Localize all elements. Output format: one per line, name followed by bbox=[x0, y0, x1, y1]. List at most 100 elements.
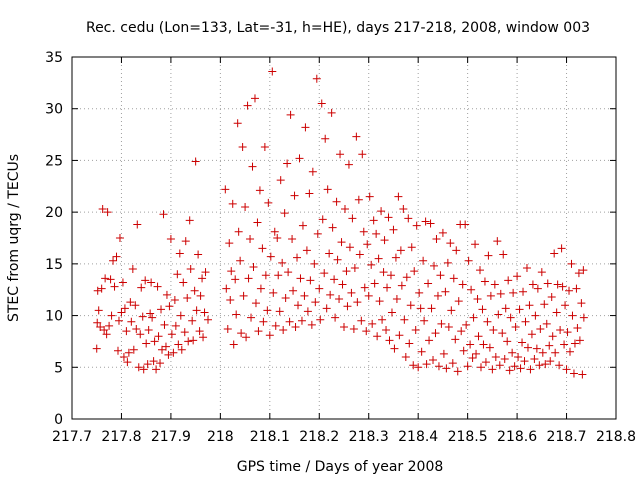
data-point bbox=[238, 142, 247, 151]
data-point bbox=[199, 333, 208, 342]
data-point bbox=[404, 214, 413, 223]
data-point bbox=[509, 288, 518, 297]
data-point bbox=[147, 278, 156, 287]
data-point bbox=[568, 311, 577, 320]
data-point bbox=[200, 308, 209, 317]
data-point bbox=[349, 325, 358, 334]
data-point bbox=[462, 320, 471, 329]
data-point bbox=[345, 243, 354, 252]
data-point bbox=[169, 348, 178, 357]
data-point bbox=[128, 265, 137, 274]
data-point bbox=[556, 326, 565, 335]
data-point bbox=[295, 154, 304, 163]
data-point bbox=[433, 291, 442, 300]
data-point bbox=[426, 219, 435, 228]
data-point bbox=[431, 329, 440, 338]
x-tick-label: 218.8 bbox=[596, 429, 636, 445]
data-point bbox=[344, 160, 353, 169]
data-point bbox=[173, 270, 182, 279]
data-point bbox=[161, 342, 170, 351]
data-point bbox=[558, 282, 567, 291]
data-point bbox=[289, 286, 298, 295]
data-point bbox=[567, 259, 576, 268]
data-point bbox=[175, 249, 184, 258]
data-point bbox=[115, 234, 124, 242]
data-point bbox=[468, 353, 477, 362]
data-point bbox=[196, 291, 205, 300]
data-point bbox=[315, 284, 324, 293]
data-point bbox=[335, 295, 344, 304]
data-point bbox=[458, 280, 467, 289]
data-point bbox=[284, 268, 293, 277]
data-point bbox=[369, 216, 378, 225]
data-point bbox=[327, 108, 336, 117]
data-point bbox=[171, 321, 180, 330]
data-point bbox=[432, 235, 441, 244]
data-point bbox=[264, 198, 273, 207]
data-point bbox=[146, 309, 155, 318]
data-point bbox=[383, 283, 392, 292]
data-point bbox=[144, 326, 153, 335]
data-point bbox=[444, 322, 453, 331]
data-point bbox=[353, 298, 362, 307]
data-point bbox=[379, 268, 388, 277]
data-point bbox=[271, 321, 280, 330]
data-point bbox=[471, 240, 480, 249]
data-point bbox=[336, 150, 345, 159]
data-point bbox=[107, 311, 116, 320]
data-point bbox=[294, 301, 303, 310]
data-point bbox=[263, 306, 272, 315]
data-point bbox=[222, 284, 231, 293]
data-point bbox=[427, 304, 436, 313]
data-point bbox=[143, 360, 152, 369]
data-point bbox=[228, 199, 237, 208]
data-point bbox=[270, 227, 279, 236]
data-point bbox=[279, 326, 288, 335]
data-point bbox=[308, 167, 317, 176]
data-point bbox=[198, 274, 207, 283]
data-point bbox=[476, 363, 485, 372]
data-point bbox=[181, 237, 190, 246]
data-point bbox=[348, 214, 357, 223]
data-point bbox=[124, 348, 133, 357]
data-point bbox=[139, 365, 148, 374]
data-point bbox=[276, 176, 285, 185]
data-point bbox=[232, 310, 241, 319]
data-point bbox=[195, 327, 204, 336]
data-point bbox=[325, 249, 334, 258]
data-point bbox=[536, 325, 545, 334]
data-point bbox=[113, 346, 122, 355]
data-point bbox=[150, 337, 159, 346]
data-point bbox=[533, 284, 542, 293]
data-point bbox=[223, 325, 232, 334]
data-point bbox=[389, 225, 398, 234]
data-point bbox=[110, 282, 119, 291]
data-point bbox=[352, 132, 361, 141]
data-point bbox=[254, 327, 263, 336]
data-point bbox=[136, 330, 145, 339]
data-point bbox=[221, 185, 230, 194]
y-tick-label: 25 bbox=[45, 153, 63, 169]
data-point bbox=[417, 347, 426, 356]
data-point bbox=[123, 358, 132, 367]
data-point bbox=[340, 205, 349, 214]
data-point bbox=[109, 256, 118, 265]
data-point bbox=[229, 340, 238, 349]
data-point bbox=[401, 352, 410, 361]
data-point bbox=[420, 316, 429, 325]
data-point bbox=[141, 276, 150, 285]
data-point bbox=[378, 315, 387, 324]
data-point bbox=[201, 268, 210, 277]
data-point bbox=[521, 317, 530, 326]
data-point bbox=[548, 332, 557, 341]
data-point bbox=[463, 362, 472, 371]
data-point bbox=[185, 216, 194, 225]
data-point bbox=[239, 291, 248, 300]
data-point bbox=[540, 300, 549, 309]
data-point bbox=[194, 250, 203, 259]
data-point bbox=[97, 284, 106, 293]
data-point bbox=[148, 313, 157, 322]
data-point bbox=[94, 306, 103, 315]
data-point bbox=[303, 307, 312, 316]
data-point bbox=[508, 348, 517, 357]
